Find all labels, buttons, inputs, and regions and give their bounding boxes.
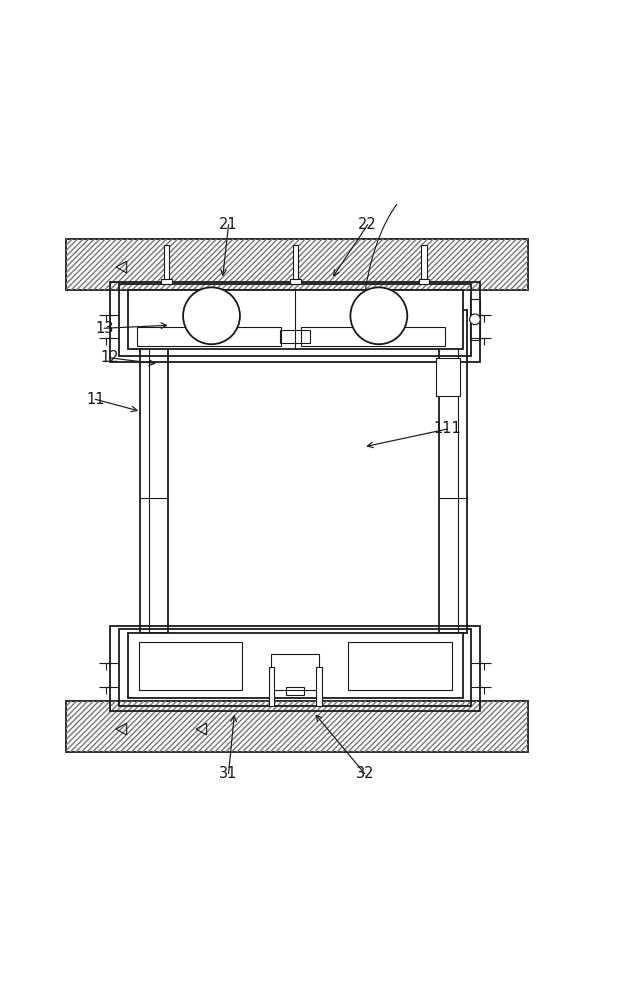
Bar — [128, 290, 463, 349]
Bar — [470, 299, 480, 340]
Text: 31: 31 — [220, 766, 238, 781]
Bar — [137, 327, 281, 346]
Bar — [301, 327, 445, 346]
Bar — [419, 279, 429, 284]
Bar — [164, 245, 169, 284]
Bar — [436, 358, 460, 396]
Bar — [128, 633, 463, 698]
Bar — [421, 245, 427, 284]
Bar — [348, 642, 452, 690]
Bar — [161, 279, 172, 284]
Circle shape — [350, 287, 407, 344]
Bar — [119, 284, 471, 356]
Bar — [65, 239, 528, 290]
Circle shape — [183, 287, 240, 344]
Bar — [65, 701, 528, 752]
Text: 11: 11 — [86, 392, 104, 407]
Text: 13: 13 — [95, 321, 114, 336]
Bar — [138, 642, 242, 690]
Bar — [316, 667, 321, 706]
Bar — [65, 239, 528, 290]
Bar — [110, 626, 480, 711]
Bar — [280, 330, 310, 343]
Bar — [290, 279, 300, 284]
Text: 22: 22 — [358, 217, 377, 232]
Text: 21: 21 — [219, 217, 238, 232]
Text: 32: 32 — [355, 766, 374, 781]
Bar — [439, 310, 467, 633]
Bar — [292, 245, 298, 284]
Circle shape — [470, 314, 480, 325]
Bar — [269, 667, 274, 706]
Text: 111: 111 — [434, 421, 462, 436]
Bar — [139, 310, 168, 633]
Bar — [65, 701, 528, 752]
Bar — [119, 629, 471, 706]
Bar — [271, 654, 319, 690]
Bar — [110, 282, 480, 362]
Text: 12: 12 — [101, 350, 119, 365]
Bar — [286, 687, 304, 695]
